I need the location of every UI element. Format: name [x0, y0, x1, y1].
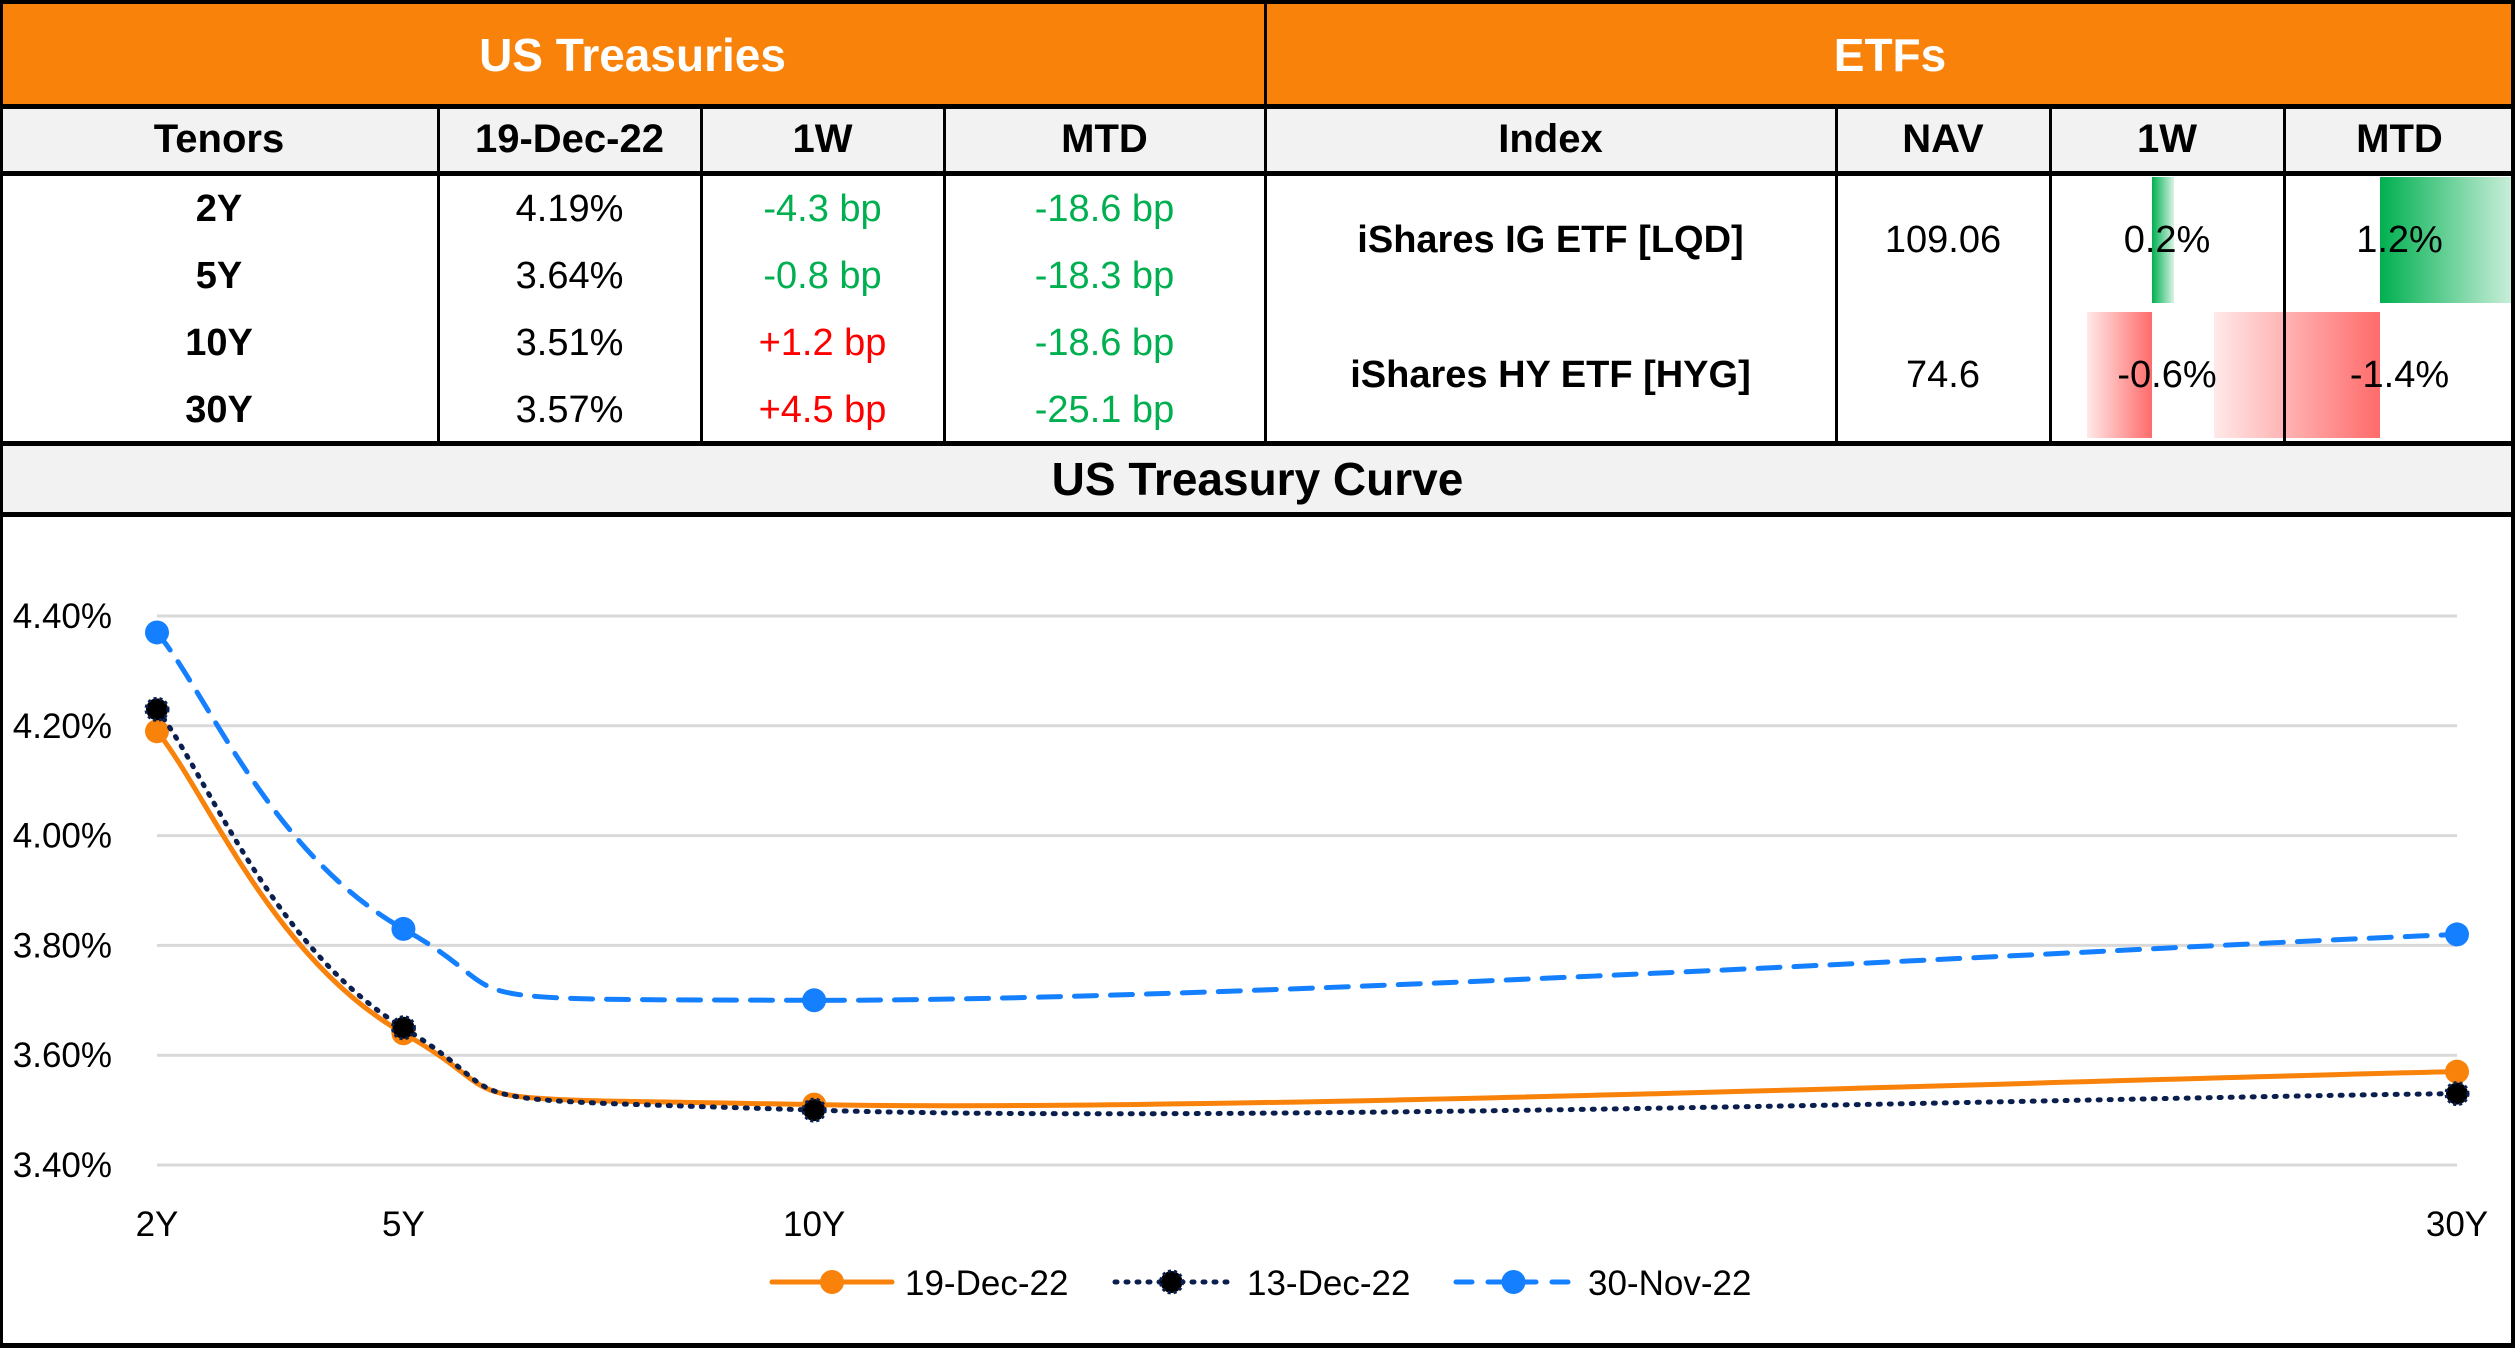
legend-item: 19-Dec-22: [769, 1264, 1068, 1303]
data-point: [391, 916, 416, 941]
border-below-title: [0, 104, 2515, 109]
treasury-curve-chart: 3.40% 3.60% 3.80% 4.00% 4.20% 4.40% 2Y 5Y 10Y 30…: [13, 597, 2489, 1303]
y-tick-label: 4.40%: [13, 597, 112, 636]
series-30-Nov-22: [145, 620, 2469, 1013]
border-below-chart-title: [0, 512, 2515, 517]
legend-label: 30-Nov-22: [1588, 1264, 1751, 1303]
change-1w-cell: +4.5 bp: [758, 388, 887, 431]
y-tick-label: 4.20%: [13, 707, 112, 746]
yield-cell: 3.57%: [515, 388, 624, 431]
series-lines: [144, 620, 2470, 1123]
change-mtd-cell: -18.3 bp: [1034, 255, 1175, 297]
etf-nav-cell: 74.6: [1906, 354, 1980, 396]
chart-title-band: US Treasury Curve: [0, 443, 2515, 515]
section-divider: [1264, 0, 1267, 443]
series-line: [154, 629, 2460, 1003]
series-line: [154, 728, 2460, 1109]
x-tick-label: 2Y: [136, 1205, 179, 1244]
y-axis-ticks: 3.40% 3.60% 3.80% 4.00% 4.20% 4.40%: [13, 597, 112, 1185]
treasuries-title: US Treasuries: [0, 4, 1265, 106]
yield-cell: 4.19%: [515, 188, 624, 230]
legend-label: 19-Dec-22: [905, 1264, 1068, 1303]
header-date: 19-Dec-22: [438, 106, 701, 173]
x-tick-label: 5Y: [382, 1205, 425, 1244]
data-point: [145, 719, 169, 744]
data-point: [144, 696, 170, 722]
legend-label: 13-Dec-22: [1247, 1264, 1410, 1303]
y-tick-label: 4.00%: [13, 817, 112, 856]
x-tick-label: 10Y: [783, 1205, 845, 1244]
data-point: [145, 620, 169, 645]
col-divider: [2049, 106, 2052, 443]
tenor-cell: 5Y: [195, 255, 243, 297]
change-1w-cell: -4.3 bp: [763, 188, 882, 230]
header-treasury-1w: 1W: [701, 106, 944, 173]
treasuries-title-text: US Treasuries: [479, 29, 786, 81]
y-tick-label: 3.60%: [13, 1036, 112, 1075]
x-axis-ticks: 2Y 5Y 10Y 30Y: [136, 1205, 2489, 1244]
etf-1w-cell: -0.6%: [2117, 354, 2217, 396]
col-divider: [2283, 106, 2286, 443]
change-mtd-cell: -25.1 bp: [1034, 388, 1175, 431]
data-point: [2444, 1081, 2470, 1107]
header-index: Index: [1265, 106, 1836, 173]
etf-1w-data-bar: [2086, 312, 2152, 438]
legend: 19-Dec-22 13-Dec-22 30-Nov-22: [769, 1264, 1751, 1303]
etfs-title: ETFs: [1265, 4, 2515, 106]
border-right: [2511, 0, 2515, 1348]
yield-cell: 3.64%: [515, 255, 624, 297]
x-tick-label: 30Y: [2426, 1205, 2488, 1244]
etf-mtd-data-bar: [2214, 312, 2380, 438]
series-19-Dec-22: [145, 719, 2469, 1117]
etf-mtd-cell: -1.4%: [2349, 354, 2450, 396]
data-point: [801, 1097, 827, 1123]
change-1w-cell: +1.2 bp: [758, 322, 887, 364]
legend-marker: [1501, 1270, 1526, 1294]
etf-nav-cell: 109.06: [1884, 219, 2002, 261]
tenor-cell: 30Y: [185, 388, 253, 431]
border-bottom: [0, 1343, 2515, 1348]
change-1w-cell: -0.8 bp: [763, 255, 882, 297]
yield-cell: 3.51%: [515, 322, 624, 364]
header-tenors: Tenors: [0, 106, 438, 173]
legend-marker: [820, 1270, 844, 1294]
etf-mtd-data-bar: [2380, 177, 2515, 303]
col-divider: [700, 106, 703, 443]
chart-title: US Treasury Curve: [1051, 453, 1464, 505]
border-below-data: [0, 441, 2515, 446]
header-nav: NAV: [1836, 106, 2050, 173]
legend-item: 30-Nov-22: [1453, 1264, 1751, 1303]
header-etf-mtd: MTD: [2284, 106, 2515, 173]
header-etf-1w: 1W: [2050, 106, 2284, 173]
gridlines: [157, 614, 2457, 1167]
border-below-header: [0, 171, 2515, 176]
etf-1w-data-bar: [2152, 177, 2174, 303]
col-divider: [943, 106, 946, 443]
header-treasury-mtd: MTD: [944, 106, 1265, 173]
etf-index-cell: iShares IG ETF [LQD]: [1357, 219, 1744, 261]
etfs-title-text: ETFs: [1833, 29, 1947, 81]
col-divider: [1835, 106, 1838, 443]
etf-index-cell: iShares HY ETF [HYG]: [1350, 354, 1751, 396]
tenor-cell: 10Y: [185, 322, 253, 364]
series-13-Dec-22: [144, 696, 2470, 1123]
col-divider: [437, 106, 440, 443]
y-tick-label: 3.40%: [13, 1146, 112, 1185]
change-mtd-cell: -18.6 bp: [1034, 322, 1175, 364]
series-line: [154, 706, 2460, 1117]
data-point: [802, 988, 827, 1013]
data-point: [390, 1015, 416, 1041]
top-border: [0, 0, 2515, 4]
change-mtd-cell: -18.6 bp: [1034, 188, 1175, 230]
border-left: [0, 0, 3, 1348]
data-point: [2445, 922, 2469, 947]
etf-mtd-cell: 1.2%: [2356, 219, 2443, 261]
etf-1w-cell: 0.2%: [2123, 219, 2211, 261]
y-tick-label: 3.80%: [13, 926, 112, 965]
data-point: [2445, 1059, 2469, 1084]
legend-item: 13-Dec-22: [1112, 1264, 1410, 1303]
legend-marker: [1159, 1269, 1184, 1295]
tenor-cell: 2Y: [195, 188, 243, 230]
